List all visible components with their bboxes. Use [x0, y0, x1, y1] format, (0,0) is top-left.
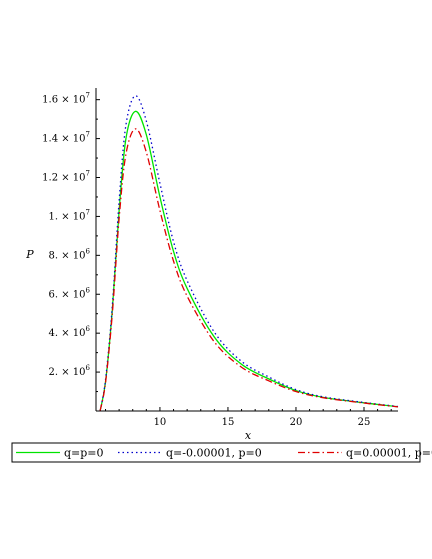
series-line-1 [99, 110, 399, 412]
y-tick-label: 4. × 106 [49, 325, 91, 339]
y-tick-label: 2. × 106 [49, 364, 91, 378]
legend: q=p=0 q=-0.00001, p=0 q=0.00001, p=0 [11, 442, 432, 463]
x-tick-label: 20 [290, 417, 303, 428]
y-axis-title: P [25, 248, 34, 261]
y-tick-label: 6. × 106 [49, 286, 91, 300]
y-tick-label: 1.2 × 107 [42, 170, 90, 184]
legend-label-1: q=p=0 [64, 447, 104, 460]
y-tick-label: 8. × 106 [49, 247, 91, 261]
y-tick-label: 1. × 107 [49, 208, 90, 222]
x-tick-label: 25 [358, 417, 371, 428]
x-tick-label: 10 [154, 417, 167, 428]
legend-label-3: q=0.00001, p=0 [346, 447, 432, 460]
x-ticks: 10 15 20 25 [105, 407, 392, 428]
legend-label-2: q=-0.00001, p=0 [166, 447, 262, 460]
x-tick-label: 15 [222, 417, 235, 428]
y-tick-label: 1.4 × 107 [42, 131, 90, 145]
legend-box [11, 442, 421, 463]
y-tick-label: 1.6 × 107 [42, 92, 90, 106]
x-axis-title: x [245, 429, 252, 442]
y-ticks: 2. × 106 4. × 106 6. × 106 8. × 106 1. × 107… [42, 92, 100, 393]
series-line-2 [99, 95, 399, 412]
series-line-3 [99, 128, 399, 412]
plot-area [99, 95, 399, 412]
